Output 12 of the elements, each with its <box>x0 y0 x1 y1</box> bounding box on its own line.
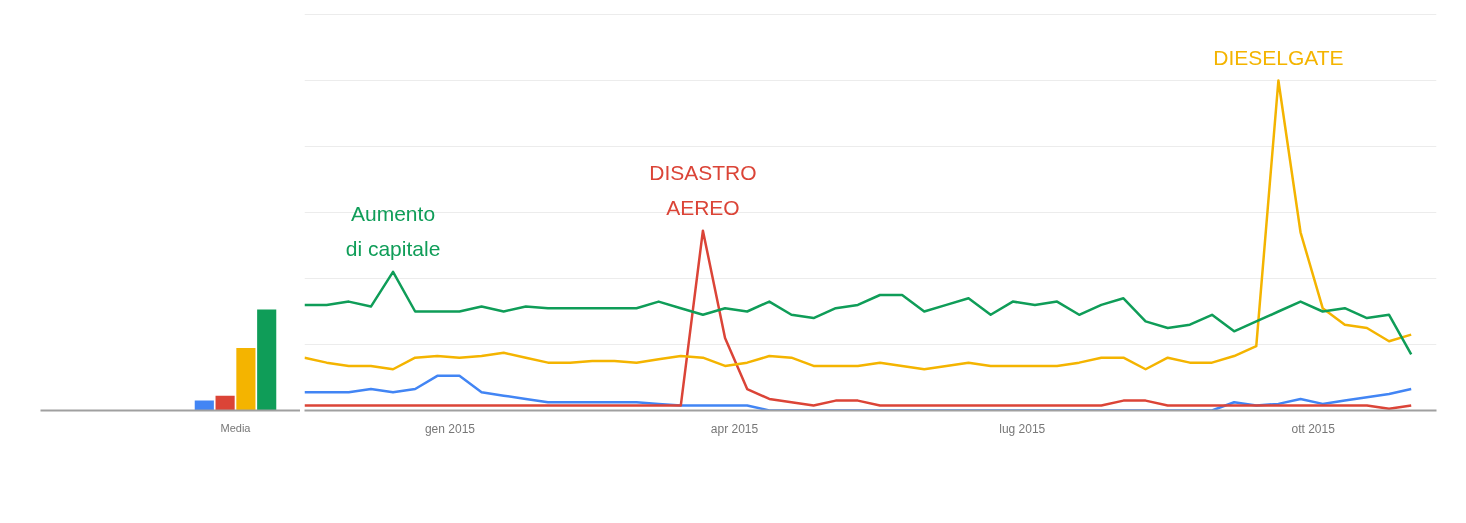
x-tick-label: ott 2015 <box>1291 421 1336 436</box>
annotation: Aumento di capitale <box>345 202 441 260</box>
x-tick-label: apr 2015 <box>710 421 759 436</box>
bar <box>215 395 235 411</box>
x-tick-label: Media <box>220 421 252 434</box>
annotation: DIESELGATE <box>1213 45 1344 69</box>
x-tick-label: gen 2015 <box>424 421 476 436</box>
annotation: DISASTRO AEREO <box>649 161 757 219</box>
bar <box>236 347 256 411</box>
x-tick-label: lug 2015 <box>999 421 1046 436</box>
bar <box>194 400 214 411</box>
bar <box>257 309 277 411</box>
